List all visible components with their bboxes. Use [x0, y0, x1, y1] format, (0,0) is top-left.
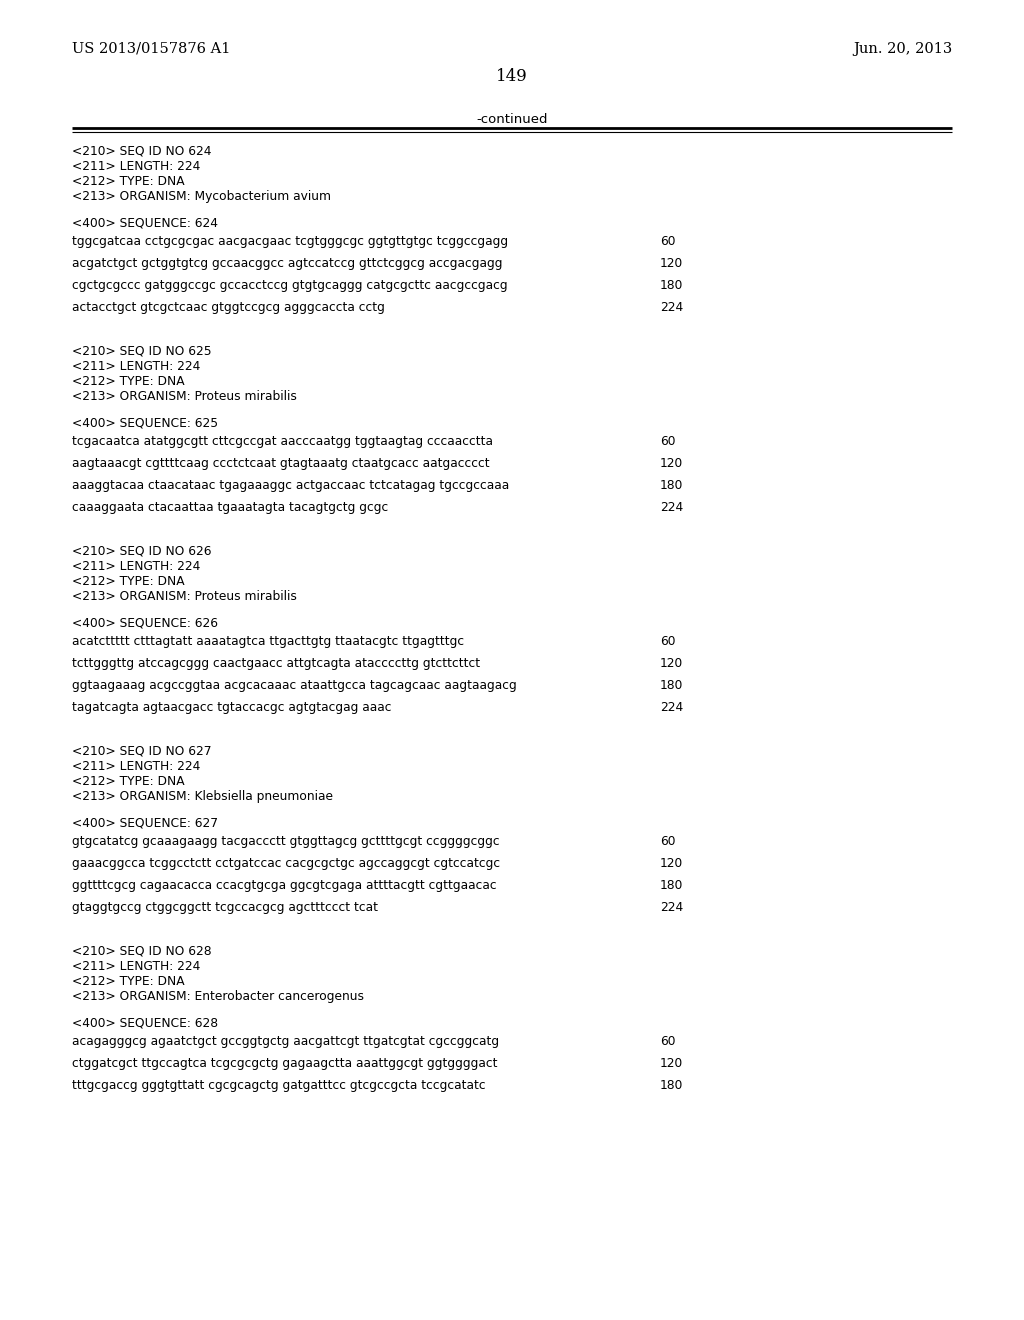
Text: <210> SEQ ID NO 626: <210> SEQ ID NO 626: [72, 545, 212, 558]
Text: tggcgatcaa cctgcgcgac aacgacgaac tcgtgggcgc ggtgttgtgc tcggccgagg: tggcgatcaa cctgcgcgac aacgacgaac tcgtggg…: [72, 235, 508, 248]
Text: 180: 180: [660, 879, 683, 892]
Text: 60: 60: [660, 235, 676, 248]
Text: <213> ORGANISM: Klebsiella pneumoniae: <213> ORGANISM: Klebsiella pneumoniae: [72, 789, 333, 803]
Text: gtaggtgccg ctggcggctt tcgccacgcg agctttccct tcat: gtaggtgccg ctggcggctt tcgccacgcg agctttc…: [72, 902, 378, 913]
Text: <400> SEQUENCE: 627: <400> SEQUENCE: 627: [72, 817, 218, 830]
Text: tttgcgaccg gggtgttatt cgcgcagctg gatgatttcc gtcgccgcta tccgcatatc: tttgcgaccg gggtgttatt cgcgcagctg gatgatt…: [72, 1078, 485, 1092]
Text: tagatcagta agtaacgacc tgtaccacgc agtgtacgag aaac: tagatcagta agtaacgacc tgtaccacgc agtgtac…: [72, 701, 391, 714]
Text: US 2013/0157876 A1: US 2013/0157876 A1: [72, 42, 230, 55]
Text: <210> SEQ ID NO 624: <210> SEQ ID NO 624: [72, 145, 212, 158]
Text: acatcttttt ctttagtatt aaaatagtca ttgacttgtg ttaatacgtc ttgagtttgc: acatcttttt ctttagtatt aaaatagtca ttgactt…: [72, 635, 464, 648]
Text: caaaggaata ctacaattaa tgaaatagta tacagtgctg gcgc: caaaggaata ctacaattaa tgaaatagta tacagtg…: [72, 502, 388, 513]
Text: 180: 180: [660, 1078, 683, 1092]
Text: 180: 180: [660, 678, 683, 692]
Text: <210> SEQ ID NO 627: <210> SEQ ID NO 627: [72, 744, 212, 758]
Text: <400> SEQUENCE: 628: <400> SEQUENCE: 628: [72, 1016, 218, 1030]
Text: <211> LENGTH: 224: <211> LENGTH: 224: [72, 560, 201, 573]
Text: <213> ORGANISM: Enterobacter cancerogenus: <213> ORGANISM: Enterobacter cancerogenu…: [72, 990, 364, 1003]
Text: <212> TYPE: DNA: <212> TYPE: DNA: [72, 576, 184, 587]
Text: acagagggcg agaatctgct gccggtgctg aacgattcgt ttgatcgtat cgccggcatg: acagagggcg agaatctgct gccggtgctg aacgatt…: [72, 1035, 499, 1048]
Text: <210> SEQ ID NO 628: <210> SEQ ID NO 628: [72, 945, 212, 958]
Text: 60: 60: [660, 436, 676, 447]
Text: 224: 224: [660, 701, 683, 714]
Text: 149: 149: [496, 69, 528, 84]
Text: gaaacggcca tcggcctctt cctgatccac cacgcgctgc agccaggcgt cgtccatcgc: gaaacggcca tcggcctctt cctgatccac cacgcgc…: [72, 857, 500, 870]
Text: -continued: -continued: [476, 114, 548, 125]
Text: tcttgggttg atccagcggg caactgaacc attgtcagta ataccccttg gtcttcttct: tcttgggttg atccagcggg caactgaacc attgtca…: [72, 657, 480, 671]
Text: <211> LENGTH: 224: <211> LENGTH: 224: [72, 960, 201, 973]
Text: <212> TYPE: DNA: <212> TYPE: DNA: [72, 975, 184, 987]
Text: 120: 120: [660, 657, 683, 671]
Text: <213> ORGANISM: Proteus mirabilis: <213> ORGANISM: Proteus mirabilis: [72, 389, 297, 403]
Text: <400> SEQUENCE: 626: <400> SEQUENCE: 626: [72, 616, 218, 630]
Text: aagtaaacgt cgttttcaag ccctctcaat gtagtaaatg ctaatgcacc aatgacccct: aagtaaacgt cgttttcaag ccctctcaat gtagtaa…: [72, 457, 489, 470]
Text: 224: 224: [660, 902, 683, 913]
Text: 60: 60: [660, 836, 676, 847]
Text: <211> LENGTH: 224: <211> LENGTH: 224: [72, 160, 201, 173]
Text: 224: 224: [660, 301, 683, 314]
Text: ggttttcgcg cagaacacca ccacgtgcga ggcgtcgaga attttacgtt cgttgaacac: ggttttcgcg cagaacacca ccacgtgcga ggcgtcg…: [72, 879, 497, 892]
Text: acgatctgct gctggtgtcg gccaacggcc agtccatccg gttctcggcg accgacgagg: acgatctgct gctggtgtcg gccaacggcc agtccat…: [72, 257, 503, 271]
Text: 60: 60: [660, 635, 676, 648]
Text: 180: 180: [660, 279, 683, 292]
Text: <400> SEQUENCE: 624: <400> SEQUENCE: 624: [72, 216, 218, 230]
Text: <213> ORGANISM: Proteus mirabilis: <213> ORGANISM: Proteus mirabilis: [72, 590, 297, 603]
Text: <400> SEQUENCE: 625: <400> SEQUENCE: 625: [72, 417, 218, 430]
Text: tcgacaatca atatggcgtt cttcgccgat aacccaatgg tggtaagtag cccaacctta: tcgacaatca atatggcgtt cttcgccgat aacccaa…: [72, 436, 493, 447]
Text: <210> SEQ ID NO 625: <210> SEQ ID NO 625: [72, 345, 212, 358]
Text: <212> TYPE: DNA: <212> TYPE: DNA: [72, 176, 184, 187]
Text: ctggatcgct ttgccagtca tcgcgcgctg gagaagctta aaattggcgt ggtggggact: ctggatcgct ttgccagtca tcgcgcgctg gagaagc…: [72, 1057, 498, 1071]
Text: 120: 120: [660, 857, 683, 870]
Text: 224: 224: [660, 502, 683, 513]
Text: 60: 60: [660, 1035, 676, 1048]
Text: <211> LENGTH: 224: <211> LENGTH: 224: [72, 760, 201, 774]
Text: aaaggtacaa ctaacataac tgagaaaggc actgaccaac tctcatagag tgccgccaaa: aaaggtacaa ctaacataac tgagaaaggc actgacc…: [72, 479, 509, 492]
Text: Jun. 20, 2013: Jun. 20, 2013: [853, 42, 952, 55]
Text: 120: 120: [660, 257, 683, 271]
Text: <212> TYPE: DNA: <212> TYPE: DNA: [72, 375, 184, 388]
Text: actacctgct gtcgctcaac gtggtccgcg agggcaccta cctg: actacctgct gtcgctcaac gtggtccgcg agggcac…: [72, 301, 385, 314]
Text: ggtaagaaag acgccggtaa acgcacaaac ataattgcca tagcagcaac aagtaagacg: ggtaagaaag acgccggtaa acgcacaaac ataattg…: [72, 678, 517, 692]
Text: cgctgcgccc gatgggccgc gccacctccg gtgtgcaggg catgcgcttc aacgccgacg: cgctgcgccc gatgggccgc gccacctccg gtgtgca…: [72, 279, 508, 292]
Text: <213> ORGANISM: Mycobacterium avium: <213> ORGANISM: Mycobacterium avium: [72, 190, 331, 203]
Text: 180: 180: [660, 479, 683, 492]
Text: <212> TYPE: DNA: <212> TYPE: DNA: [72, 775, 184, 788]
Text: <211> LENGTH: 224: <211> LENGTH: 224: [72, 360, 201, 374]
Text: gtgcatatcg gcaaagaagg tacgaccctt gtggttagcg gcttttgcgt ccggggcggc: gtgcatatcg gcaaagaagg tacgaccctt gtggtta…: [72, 836, 500, 847]
Text: 120: 120: [660, 1057, 683, 1071]
Text: 120: 120: [660, 457, 683, 470]
